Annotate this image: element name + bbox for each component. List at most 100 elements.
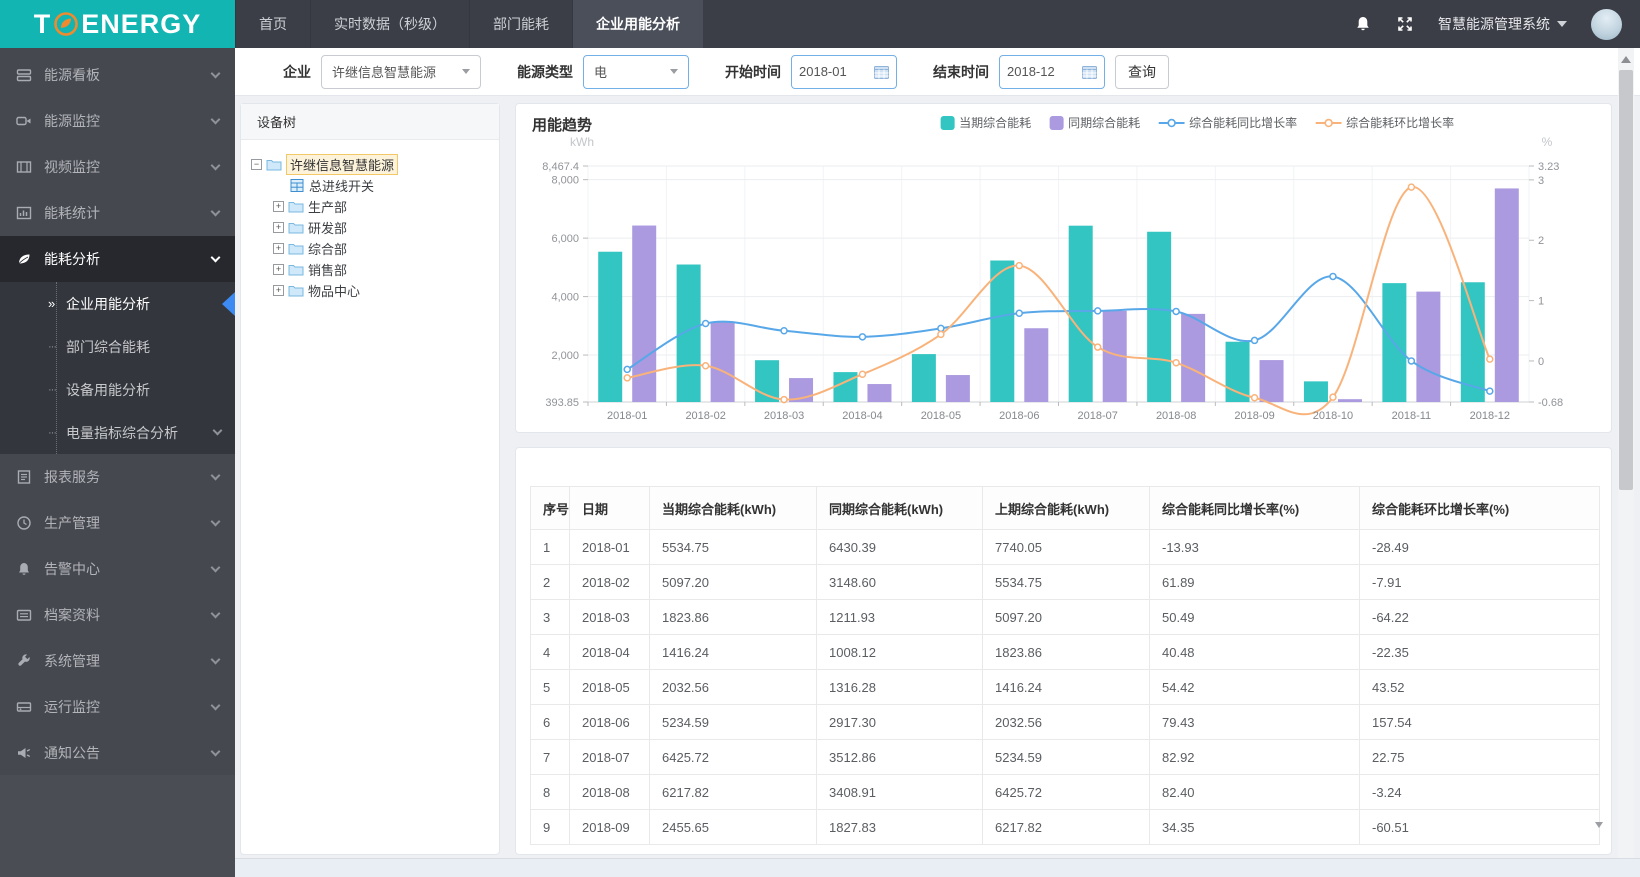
end-time-picker[interactable]: [999, 54, 1105, 89]
tree-expand-expander[interactable]: +: [273, 201, 284, 212]
submenu-item-department-energy[interactable]: 部门综合能耗: [0, 325, 235, 368]
sidebar-item-energy-analysis[interactable]: 能耗分析: [0, 236, 235, 282]
submenu-item-device-energy-analysis[interactable]: 设备用能分析: [0, 368, 235, 411]
tree-node-root[interactable]: − 许继信息智慧能源: [251, 154, 491, 175]
sidebar-item-production-management[interactable]: 生产管理: [0, 500, 235, 546]
sidebar-item-label: 能耗分析: [44, 251, 100, 267]
table-cell: 5534.75: [649, 529, 817, 565]
tree-node[interactable]: 总进线开关: [251, 175, 491, 196]
scrollbar-up-arrow[interactable]: [1621, 56, 1631, 63]
legend-item-mom-growth[interactable]: 综合能耗环比增长率: [1315, 114, 1454, 131]
table-scroll-down-icon[interactable]: [1595, 822, 1603, 828]
sidebar-item-notice[interactable]: 通知公告: [0, 730, 235, 776]
tab-enterprise-energy-analysis[interactable]: 企业用能分析: [572, 0, 703, 48]
sidebar-item-operation-monitor[interactable]: 运行监控: [0, 684, 235, 730]
report-icon: [17, 470, 31, 484]
table-row: 7 2018-07 6425.72 3512.86 5234.59 82.92 22.75: [530, 739, 1600, 775]
sidebar-item-alarm-center[interactable]: 告警中心: [0, 546, 235, 592]
legend-item-current-period[interactable]: 当期综合能耗: [940, 114, 1031, 131]
submenu-item-enterprise-energy-analysis[interactable]: 企业用能分析: [0, 282, 235, 325]
table-header-row: 序号 日期 当期综合能耗(kWh) 同期综合能耗(kWh) 上期综合能耗(kWh…: [530, 486, 1600, 530]
table-cell: 2018-07: [569, 739, 650, 775]
energy-type-select-value: 电: [594, 65, 608, 80]
submenu-bullet-icon: [48, 341, 66, 353]
query-button[interactable]: 查询: [1115, 54, 1169, 89]
legend-item-yoy-growth[interactable]: 综合能耗同比增长率: [1158, 114, 1297, 131]
table-cell: 3148.60: [816, 564, 983, 600]
sidebar: T ENERGY 能源看板 能源监控 视频监控: [0, 0, 235, 877]
sidebar-item-video-monitor[interactable]: 视频监控: [0, 144, 235, 190]
table-cell: 2018-09: [569, 809, 650, 845]
tree-node-label: 综合部: [308, 242, 348, 257]
svg-text:4,000: 4,000: [551, 292, 579, 304]
tree-expand-expander[interactable]: +: [273, 285, 284, 296]
company-select[interactable]: 许继信息智慧能源: [321, 54, 481, 89]
bell-icon: [19, 563, 29, 575]
table-cell: 5234.59: [649, 704, 817, 740]
submenu-bullet-icon: [48, 384, 66, 396]
fullscreen-icon[interactable]: [1396, 15, 1414, 33]
sidebar-item-energy-stats[interactable]: 能耗统计: [0, 190, 235, 236]
tab-label: 企业用能分析: [596, 16, 680, 32]
submenu-item-electricity-index-analysis[interactable]: 电量指标综合分析: [0, 411, 235, 454]
device-tree: − 许继信息智慧能源 总进线开关 + 生产部 + 研发部 + 综合部 + 销售部 + 物品中心: [241, 140, 499, 301]
sidebar-item-system-management[interactable]: 系统管理: [0, 638, 235, 684]
notification-bell-icon[interactable]: [1354, 15, 1372, 33]
sidebar-item-energy-dashboard[interactable]: 能源看板: [0, 52, 235, 98]
tree-node[interactable]: + 生产部: [251, 196, 491, 217]
tree-node-label: 研发部: [308, 221, 348, 236]
chevron-down-icon: [210, 252, 221, 262]
vertical-scrollbar[interactable]: [1618, 48, 1634, 858]
folder-icon: [288, 286, 304, 297]
tree-node[interactable]: + 综合部: [251, 238, 491, 259]
table-cell: 50.49: [1149, 599, 1360, 635]
table-cell: 2018-05: [569, 669, 650, 705]
tree-collapse-expander[interactable]: −: [251, 159, 262, 170]
svg-text:-0.68: -0.68: [1538, 397, 1563, 409]
horizontal-scrollbar-track[interactable]: [235, 858, 1640, 877]
tree-expand-expander[interactable]: +: [273, 222, 284, 233]
filter-bar: 企业 许继信息智慧能源 能源类型 电 开始时间 结束时间 查询: [235, 48, 1640, 96]
table-cell: 5097.20: [649, 564, 817, 600]
user-avatar[interactable]: [1591, 8, 1622, 40]
tree-node[interactable]: + 研发部: [251, 217, 491, 238]
scrollbar-thumb[interactable]: [1619, 70, 1633, 490]
tree-node[interactable]: + 销售部: [251, 259, 491, 280]
svg-text:3: 3: [1538, 175, 1544, 187]
tree-node-label: 销售部: [308, 263, 348, 278]
start-time-picker[interactable]: [791, 54, 897, 89]
svg-text:2018-07: 2018-07: [1078, 410, 1118, 422]
sidebar-item-label: 系统管理: [44, 653, 100, 669]
table-cell: 5: [530, 669, 570, 705]
table-cell: 1211.93: [816, 599, 983, 635]
sidebar-item-energy-monitor[interactable]: 能源监控: [0, 98, 235, 144]
tree-expand-expander[interactable]: +: [273, 264, 284, 275]
chevron-down-icon: [210, 516, 221, 526]
svg-text:2018-11: 2018-11: [1392, 410, 1432, 422]
sidebar-item-label: 档案资料: [44, 607, 100, 623]
tree-node[interactable]: + 物品中心: [251, 280, 491, 301]
sidebar-item-label: 生产管理: [44, 515, 100, 531]
tree-expand-expander[interactable]: +: [273, 243, 284, 254]
table-cell: 1823.86: [649, 599, 817, 635]
submenu-item-label: 企业用能分析: [66, 295, 150, 312]
table-cell: 7740.05: [982, 529, 1150, 565]
camera-icon: [16, 116, 31, 126]
end-time-input[interactable]: [1007, 64, 1077, 79]
select-caret-icon: [462, 69, 470, 74]
energy-type-select[interactable]: 电: [583, 54, 689, 89]
tab-home[interactable]: 首页: [235, 0, 310, 48]
svg-text:2018-05: 2018-05: [921, 410, 961, 422]
table-cell: 43.52: [1359, 669, 1600, 705]
folder-icon: [288, 265, 304, 276]
system-title-menu[interactable]: 智慧能源管理系统: [1438, 14, 1567, 34]
legend-item-same-period[interactable]: 同期综合能耗: [1049, 114, 1140, 131]
tab-department-energy[interactable]: 部门能耗: [469, 0, 572, 48]
tab-realtime-data[interactable]: 实时数据（秒级）: [310, 0, 469, 48]
start-time-input[interactable]: [799, 64, 869, 79]
svg-text:8,467.4: 8,467.4: [542, 161, 579, 173]
legend-line-marker: [1158, 118, 1185, 127]
sidebar-item-archives[interactable]: 档案资料: [0, 592, 235, 638]
table-cell: -64.22: [1359, 599, 1600, 635]
sidebar-item-report-service[interactable]: 报表服务: [0, 454, 235, 500]
